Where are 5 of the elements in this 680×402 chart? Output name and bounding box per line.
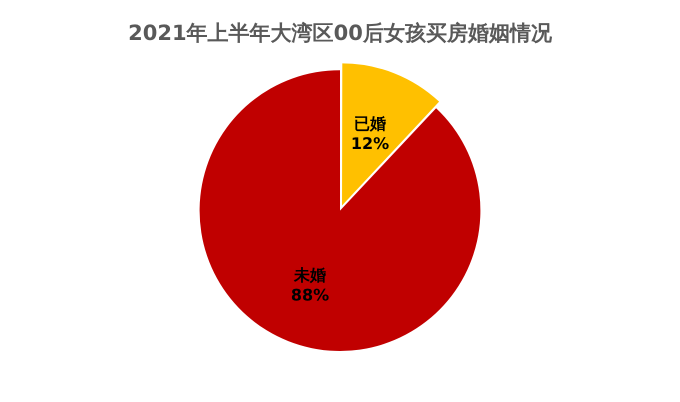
chart-title: 2021年上半年大湾区00后女孩买房婚姻情况 [128,21,553,46]
slice-label: 未婚 [293,265,326,284]
data-label: 88% [290,285,330,304]
slice-label: 已婚 [354,114,386,134]
data-label: 12% [350,134,390,154]
